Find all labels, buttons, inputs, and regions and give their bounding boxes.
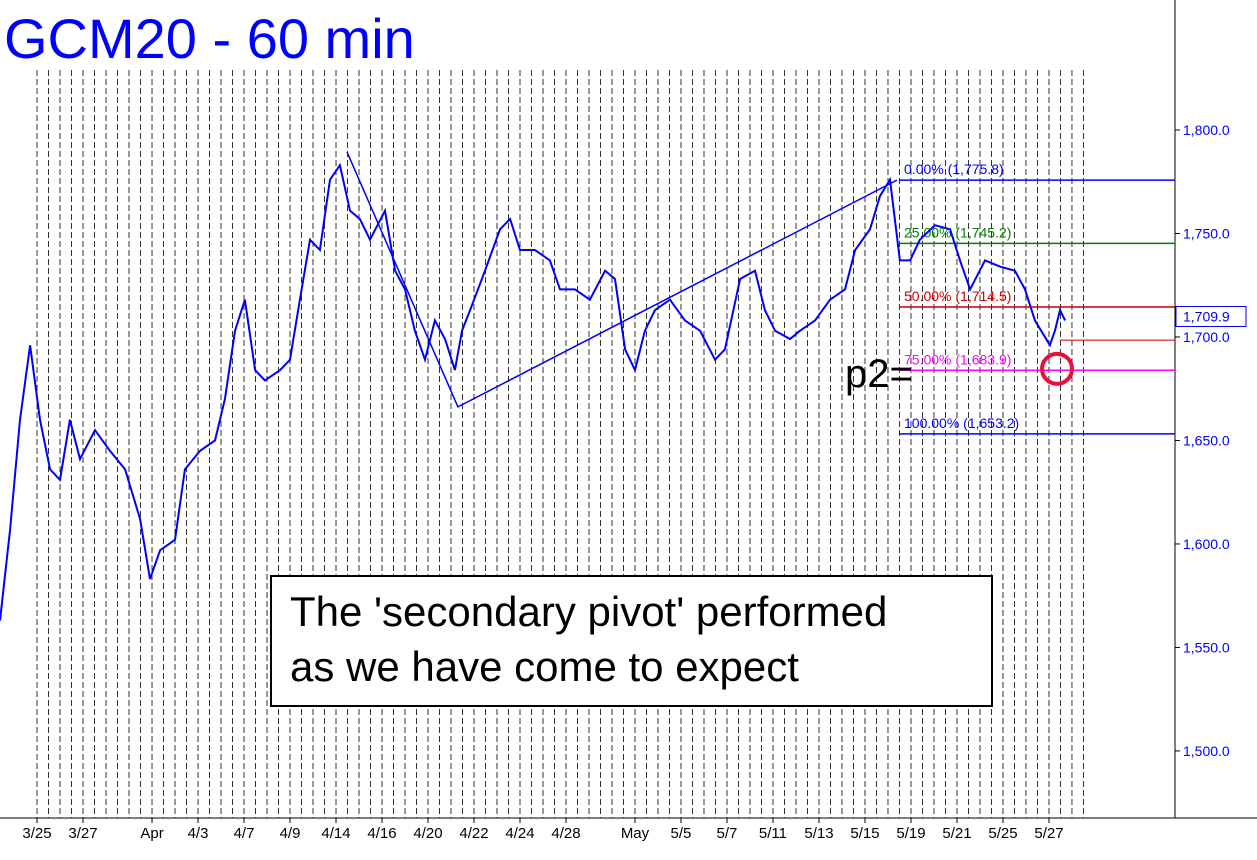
last-price-label: 1,709.9 <box>1183 308 1230 324</box>
annotation-text: The 'secondary pivot' performed <box>290 588 887 635</box>
annotation-box <box>270 575 993 707</box>
fib-label: 25.00% (1,745.2) <box>904 224 1011 240</box>
x-tick-label: 5/15 <box>850 825 879 842</box>
fib-label: 75.00% (1,683.9) <box>904 351 1011 367</box>
y-tick-label: 1,800.0 <box>1183 122 1230 138</box>
x-tick-label: 5/7 <box>717 825 738 842</box>
x-tick-label: Apr <box>140 825 163 842</box>
chart-title: GCM20 - 60 min <box>4 7 415 70</box>
x-tick-label: 4/9 <box>280 825 301 842</box>
y-tick-label: 1,650.0 <box>1183 432 1230 448</box>
y-tick-label: 1,750.0 <box>1183 225 1230 241</box>
x-tick-label: 5/21 <box>942 825 971 842</box>
last-price-box <box>1175 305 1247 327</box>
price-line <box>0 162 1066 621</box>
x-tick-label: 4/22 <box>459 825 488 842</box>
x-tick-label: 4/24 <box>505 825 534 842</box>
x-tick-label: 4/16 <box>367 825 396 842</box>
x-tick-label: 5/13 <box>804 825 833 842</box>
x-tick-label: 5/19 <box>896 825 925 842</box>
y-tick-label: 1,550.0 <box>1183 639 1230 655</box>
x-tick-label: 4/28 <box>551 825 580 842</box>
annotation: The 'secondary pivot' performed as we ha… <box>270 575 993 707</box>
x-tick-label: 4/3 <box>188 825 209 842</box>
x-tick-label: May <box>621 825 650 842</box>
x-tick-label: 4/14 <box>321 825 350 842</box>
fib-label: 0.00% (1,775.8) <box>904 161 1004 177</box>
x-tick-label: 5/25 <box>988 825 1017 842</box>
x-tick-label: 3/27 <box>68 825 97 842</box>
fib-label: 50.00% (1,714.5) <box>904 288 1011 304</box>
x-tick-label: 4/7 <box>234 825 255 842</box>
fib-label: 100.00% (1,653.2) <box>904 415 1019 431</box>
x-tick-label: 5/5 <box>671 825 692 842</box>
pivot-line <box>346 151 898 408</box>
x-tick-label: 5/11 <box>759 825 787 842</box>
x-tick-label: 5/27 <box>1034 825 1063 842</box>
x-tick-label: 3/25 <box>22 825 51 842</box>
y-tick-label: 1,500.0 <box>1183 743 1230 759</box>
annotation-text: as we have come to expect <box>290 643 799 690</box>
pivot-label: p2= <box>845 352 913 396</box>
y-tick-label: 1,700.0 <box>1183 329 1230 345</box>
y-tick-label: 1,600.0 <box>1183 536 1230 552</box>
x-tick-label: 4/20 <box>413 825 442 842</box>
pivot-marker <box>1040 351 1075 386</box>
